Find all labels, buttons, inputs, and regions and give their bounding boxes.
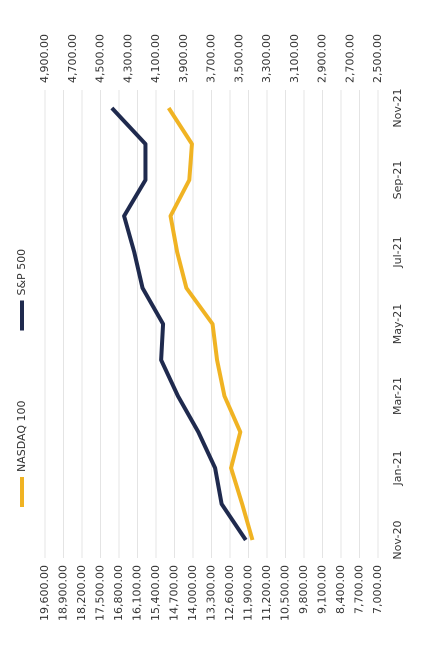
x-tick-label: Mar-21 (391, 377, 404, 415)
y2-tick-label: 3,900.00 (177, 34, 190, 83)
y2-tick-label: 4,500.00 (94, 34, 107, 83)
y2-tick-label: 4,300.00 (121, 34, 134, 83)
y2-tick-label: 4,900.00 (38, 34, 51, 83)
x-tick-label: May-21 (391, 304, 404, 345)
y-tick-label: 12,600.00 (223, 565, 236, 621)
y2-tick-label: 3,500.00 (232, 34, 245, 83)
y-tick-label: 7,000.00 (371, 565, 384, 614)
y-tick-label: 14,700.00 (168, 565, 181, 621)
y2-tick-label: 4,100.00 (149, 34, 162, 83)
series-line (110, 106, 248, 542)
y-tick-label: 9,800.00 (297, 565, 310, 614)
y2-tick-label: 2,700.00 (343, 34, 356, 83)
y-tick-label: 13,300.00 (205, 565, 218, 621)
y-tick-label: 16,800.00 (112, 565, 125, 621)
y-tick-label: 16,100.00 (131, 565, 144, 621)
y-tick-label: 7,700.00 (353, 565, 366, 614)
y-tick-label: 14,000.00 (186, 565, 199, 621)
y-tick-label: 11,900.00 (242, 565, 255, 621)
x-tick-label: Jan-21 (391, 451, 404, 487)
x-tick-label: Jul-21 (391, 236, 404, 268)
y-tick-label: 15,400.00 (149, 565, 162, 621)
y2-tick-label: 2,900.00 (316, 34, 329, 83)
x-tick-label: Nov-20 (391, 520, 404, 559)
y-tick-label: 8,400.00 (334, 565, 347, 614)
y2-tick-label: 2,500.00 (371, 34, 384, 83)
rotated-chart: 7,000.00 7,700.00 8,400.00 9,100.00 9,800.00… (15, 34, 404, 621)
legend-label: NASDAQ 100 (15, 401, 28, 473)
y2-tick-label: 3,100.00 (288, 34, 301, 83)
y-tick-label: 17,500.00 (94, 565, 107, 621)
y-tick-label: 9,100.00 (316, 565, 329, 614)
y-tick-label: 18,900.00 (57, 565, 70, 621)
y2-tick-label: 3,300.00 (260, 34, 273, 83)
y2-tick-label: 3,700.00 (205, 34, 218, 83)
legend-label: S&P 500 (15, 249, 28, 296)
x-tick-label: Nov-21 (391, 88, 404, 127)
y-tick-label: 18,200.00 (75, 565, 88, 621)
y2-tick-label: 4,700.00 (66, 34, 79, 83)
y-tick-label: 10,500.00 (279, 565, 292, 621)
y-tick-label: 19,600.00 (38, 565, 51, 621)
x-tick-label: Sep-21 (391, 161, 404, 200)
series-line (167, 106, 255, 541)
y-tick-label: 11,200.00 (260, 565, 273, 621)
